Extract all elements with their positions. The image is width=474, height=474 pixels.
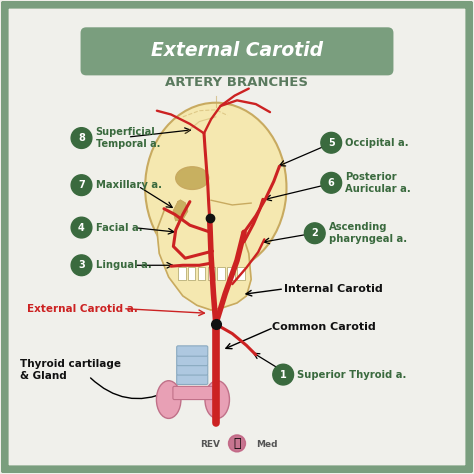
Circle shape: [321, 173, 342, 193]
Text: 8: 8: [78, 133, 85, 143]
Bar: [188, 267, 195, 280]
FancyBboxPatch shape: [177, 346, 208, 356]
Text: Superior Thyroid a.: Superior Thyroid a.: [297, 370, 407, 380]
Text: Facial a.: Facial a.: [96, 223, 142, 233]
Circle shape: [228, 435, 246, 452]
Ellipse shape: [176, 167, 209, 190]
FancyBboxPatch shape: [81, 27, 393, 75]
Text: Maxillary a.: Maxillary a.: [96, 180, 162, 190]
Text: Ascending
pharyngeal a.: Ascending pharyngeal a.: [329, 222, 407, 245]
Bar: [237, 267, 245, 280]
Circle shape: [71, 217, 92, 238]
Ellipse shape: [156, 381, 181, 419]
Text: 5: 5: [328, 138, 335, 148]
Ellipse shape: [145, 103, 286, 273]
Text: Common Carotid: Common Carotid: [273, 322, 376, 332]
Text: Posterior
Auricular a.: Posterior Auricular a.: [346, 172, 411, 194]
Bar: [208, 267, 215, 280]
Text: 7: 7: [78, 180, 85, 190]
FancyBboxPatch shape: [173, 386, 213, 400]
Text: REV: REV: [201, 440, 220, 449]
FancyBboxPatch shape: [177, 365, 208, 375]
Text: Superficial
Temporal a.: Superficial Temporal a.: [96, 127, 160, 149]
Circle shape: [71, 175, 92, 196]
Text: 3: 3: [78, 260, 85, 270]
Bar: [227, 267, 235, 280]
Circle shape: [321, 132, 342, 153]
Bar: [178, 267, 186, 280]
FancyBboxPatch shape: [4, 4, 470, 470]
Text: Thyroid cartilage
& Gland: Thyroid cartilage & Gland: [20, 359, 121, 381]
Text: Internal Carotid: Internal Carotid: [284, 284, 383, 294]
Text: External Carotid: External Carotid: [151, 41, 323, 60]
Ellipse shape: [205, 381, 229, 419]
Circle shape: [71, 128, 92, 148]
Bar: [218, 267, 225, 280]
Bar: [198, 267, 205, 280]
Circle shape: [304, 223, 325, 244]
Circle shape: [71, 255, 92, 276]
Text: 2: 2: [311, 228, 318, 238]
FancyBboxPatch shape: [177, 374, 208, 384]
Text: 6: 6: [328, 178, 335, 188]
Text: Lingual a.: Lingual a.: [96, 260, 151, 270]
Polygon shape: [157, 211, 251, 310]
Text: External Carotid a.: External Carotid a.: [27, 304, 138, 314]
Text: ARTERY BRANCHES: ARTERY BRANCHES: [165, 76, 309, 89]
Text: Med: Med: [256, 440, 277, 449]
Text: 4: 4: [78, 223, 85, 233]
Text: 🧠: 🧠: [233, 437, 241, 450]
Circle shape: [273, 364, 293, 385]
Text: Occipital a.: Occipital a.: [346, 138, 409, 148]
Text: 1: 1: [280, 370, 287, 380]
FancyBboxPatch shape: [177, 356, 208, 365]
Polygon shape: [173, 200, 188, 220]
